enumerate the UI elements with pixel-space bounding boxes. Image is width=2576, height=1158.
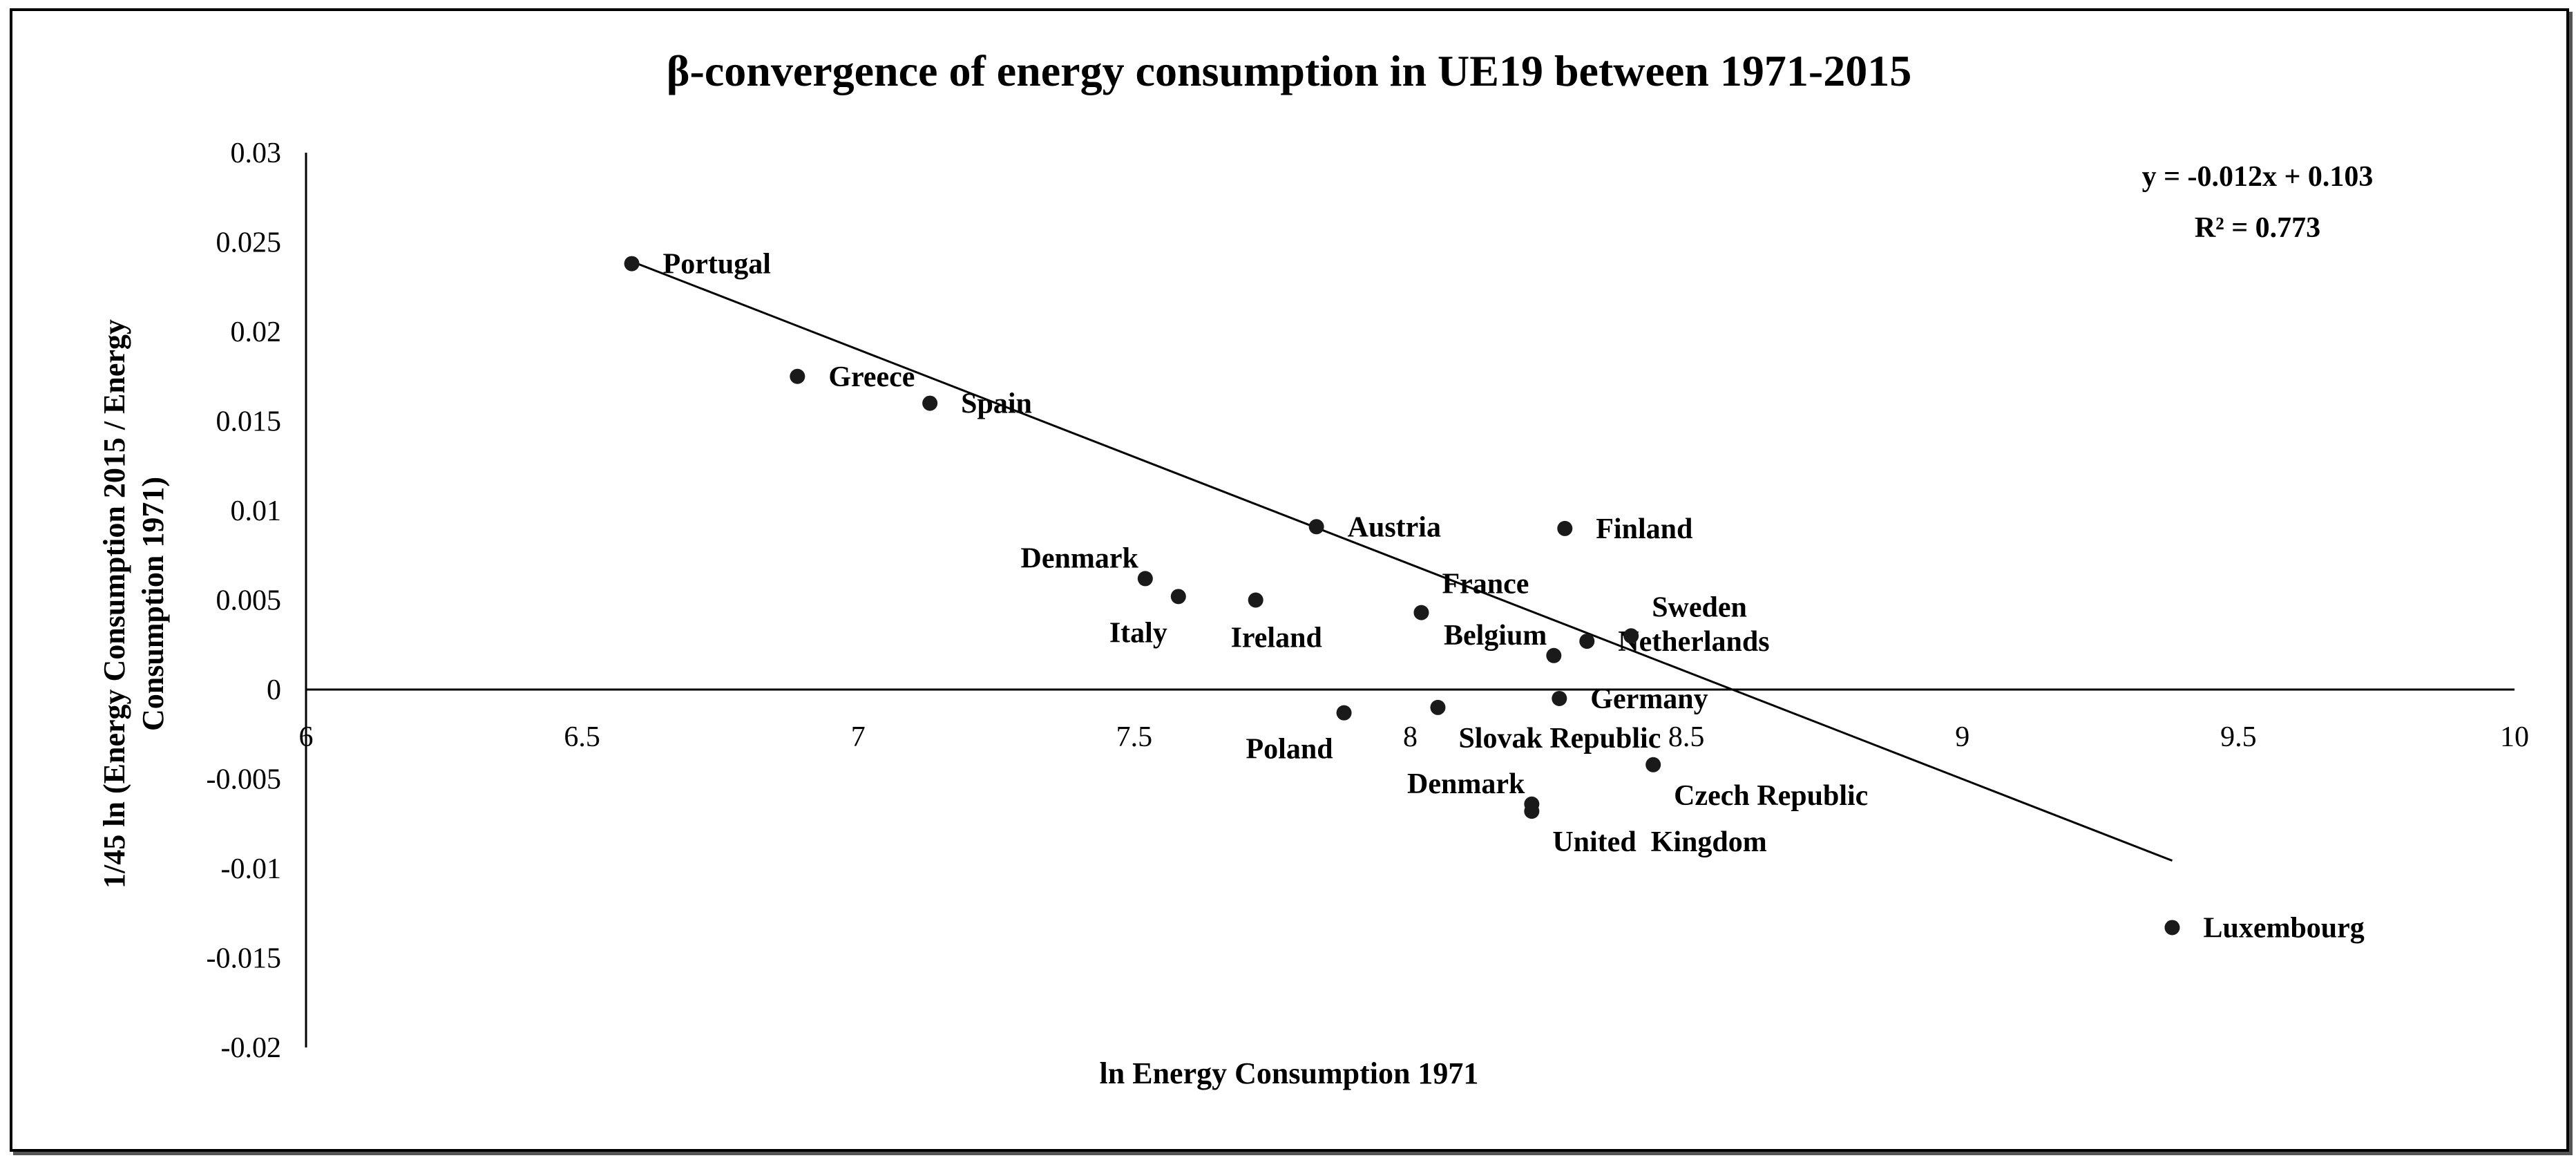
- data-point-label: Denmark: [1407, 768, 1525, 800]
- data-point: [1170, 589, 1186, 605]
- y-tick-label: 0.03: [231, 137, 282, 169]
- y-tick-label: 0.02: [231, 316, 282, 348]
- data-point-label: Finland: [1596, 513, 1692, 545]
- data-point-label: Spain: [961, 388, 1032, 420]
- x-tick-labels: 6 6.5 7 7.5 8 8.5 9 9.5 10: [299, 721, 2530, 753]
- data-point-label: Denmark: [1021, 542, 1139, 574]
- data-point: [1623, 628, 1639, 644]
- trendline-equation: y = -0.012x + 0.103: [2142, 161, 2374, 193]
- data-point: [1524, 804, 1540, 819]
- x-tick-label: 6: [299, 721, 314, 753]
- data-point-label: Slovak Republic: [1458, 723, 1661, 754]
- chart-frame: β-convergence of energy consumption in U…: [10, 8, 2569, 1152]
- data-point-label: Italy: [1109, 617, 1167, 649]
- y-axis-title: 1/45 ln (Energy Consumption 2015 / Energ…: [97, 319, 170, 889]
- y-tick-label: 0.01: [231, 495, 282, 527]
- data-point-label: France: [1442, 569, 1529, 600]
- data-point: [922, 395, 938, 411]
- data-point-label: Germany: [1590, 683, 1708, 715]
- x-tick-label: 7: [851, 721, 866, 753]
- data-point: [1557, 520, 1573, 536]
- x-tick-label: 9: [1955, 721, 1969, 753]
- data-point-label: Portugal: [663, 249, 771, 281]
- data-point: [1546, 647, 1562, 663]
- x-tick-label: 8.5: [1668, 721, 1705, 753]
- x-tick-label: 10: [2500, 721, 2529, 753]
- data-point: [1552, 690, 1567, 706]
- data-point: [1336, 705, 1352, 721]
- data-point: [1413, 605, 1429, 620]
- x-tick-label: 9.5: [2220, 721, 2257, 753]
- x-tick-label: 8: [1403, 721, 1418, 753]
- data-point-label: United Kingdom: [1552, 826, 1766, 858]
- data-point: [1645, 757, 1661, 772]
- y-tick-label: 0: [267, 674, 281, 706]
- y-tick-label: -0.02: [221, 1032, 282, 1064]
- y-tick-label: -0.01: [221, 853, 282, 885]
- data-point: [2164, 920, 2180, 936]
- y-tick-label: -0.015: [207, 943, 282, 975]
- y-axis-title-line-2: Consumption 1971): [136, 477, 170, 731]
- y-tick-labels: 0.03 0.025 0.02 0.015 0.01 0.005 0 -0.005 -0.01 -…: [207, 137, 282, 1064]
- y-tick-label: 0.005: [216, 585, 282, 617]
- data-point: [1248, 592, 1263, 608]
- y-tick-label: -0.005: [207, 764, 282, 796]
- r-squared: R² = 0.773: [2195, 212, 2320, 244]
- data-point-label: Czech Republic: [1674, 780, 1868, 812]
- data-point-label: Poland: [1246, 734, 1333, 766]
- data-point: [1579, 634, 1595, 649]
- data-point: [1137, 571, 1153, 587]
- x-axis-title: ln Energy Consumption 1971: [1100, 1056, 1479, 1090]
- data-point-label: Belgium: [1444, 620, 1547, 652]
- data-point-label: Sweden: [1652, 591, 1747, 623]
- y-axis-title-line-1: 1/45 ln (Energy Consumption 2015 / Energ…: [97, 319, 131, 889]
- scatter-chart: β-convergence of energy consumption in U…: [97, 46, 2530, 1090]
- data-points: Portugal Greece Spain Austria Finland Denmark…: [624, 249, 2365, 944]
- data-point: [790, 368, 805, 384]
- y-tick-label: 0.015: [216, 406, 282, 438]
- data-point-label: Austria: [1348, 511, 1441, 543]
- data-point-label: Netherlands: [1618, 626, 1769, 658]
- chart-title: β-convergence of energy consumption in U…: [667, 46, 1911, 95]
- data-point-label: Luxembourg: [2203, 912, 2364, 944]
- y-tick-label: 0.025: [216, 227, 282, 259]
- data-point: [624, 256, 640, 272]
- x-tick-label: 6.5: [564, 721, 600, 753]
- data-point-label: Greece: [828, 361, 915, 393]
- data-point: [1308, 519, 1324, 535]
- trendline: [631, 260, 2173, 862]
- data-point-label: Ireland: [1231, 623, 1322, 654]
- data-point: [1430, 699, 1446, 715]
- x-tick-label: 7.5: [1116, 721, 1153, 753]
